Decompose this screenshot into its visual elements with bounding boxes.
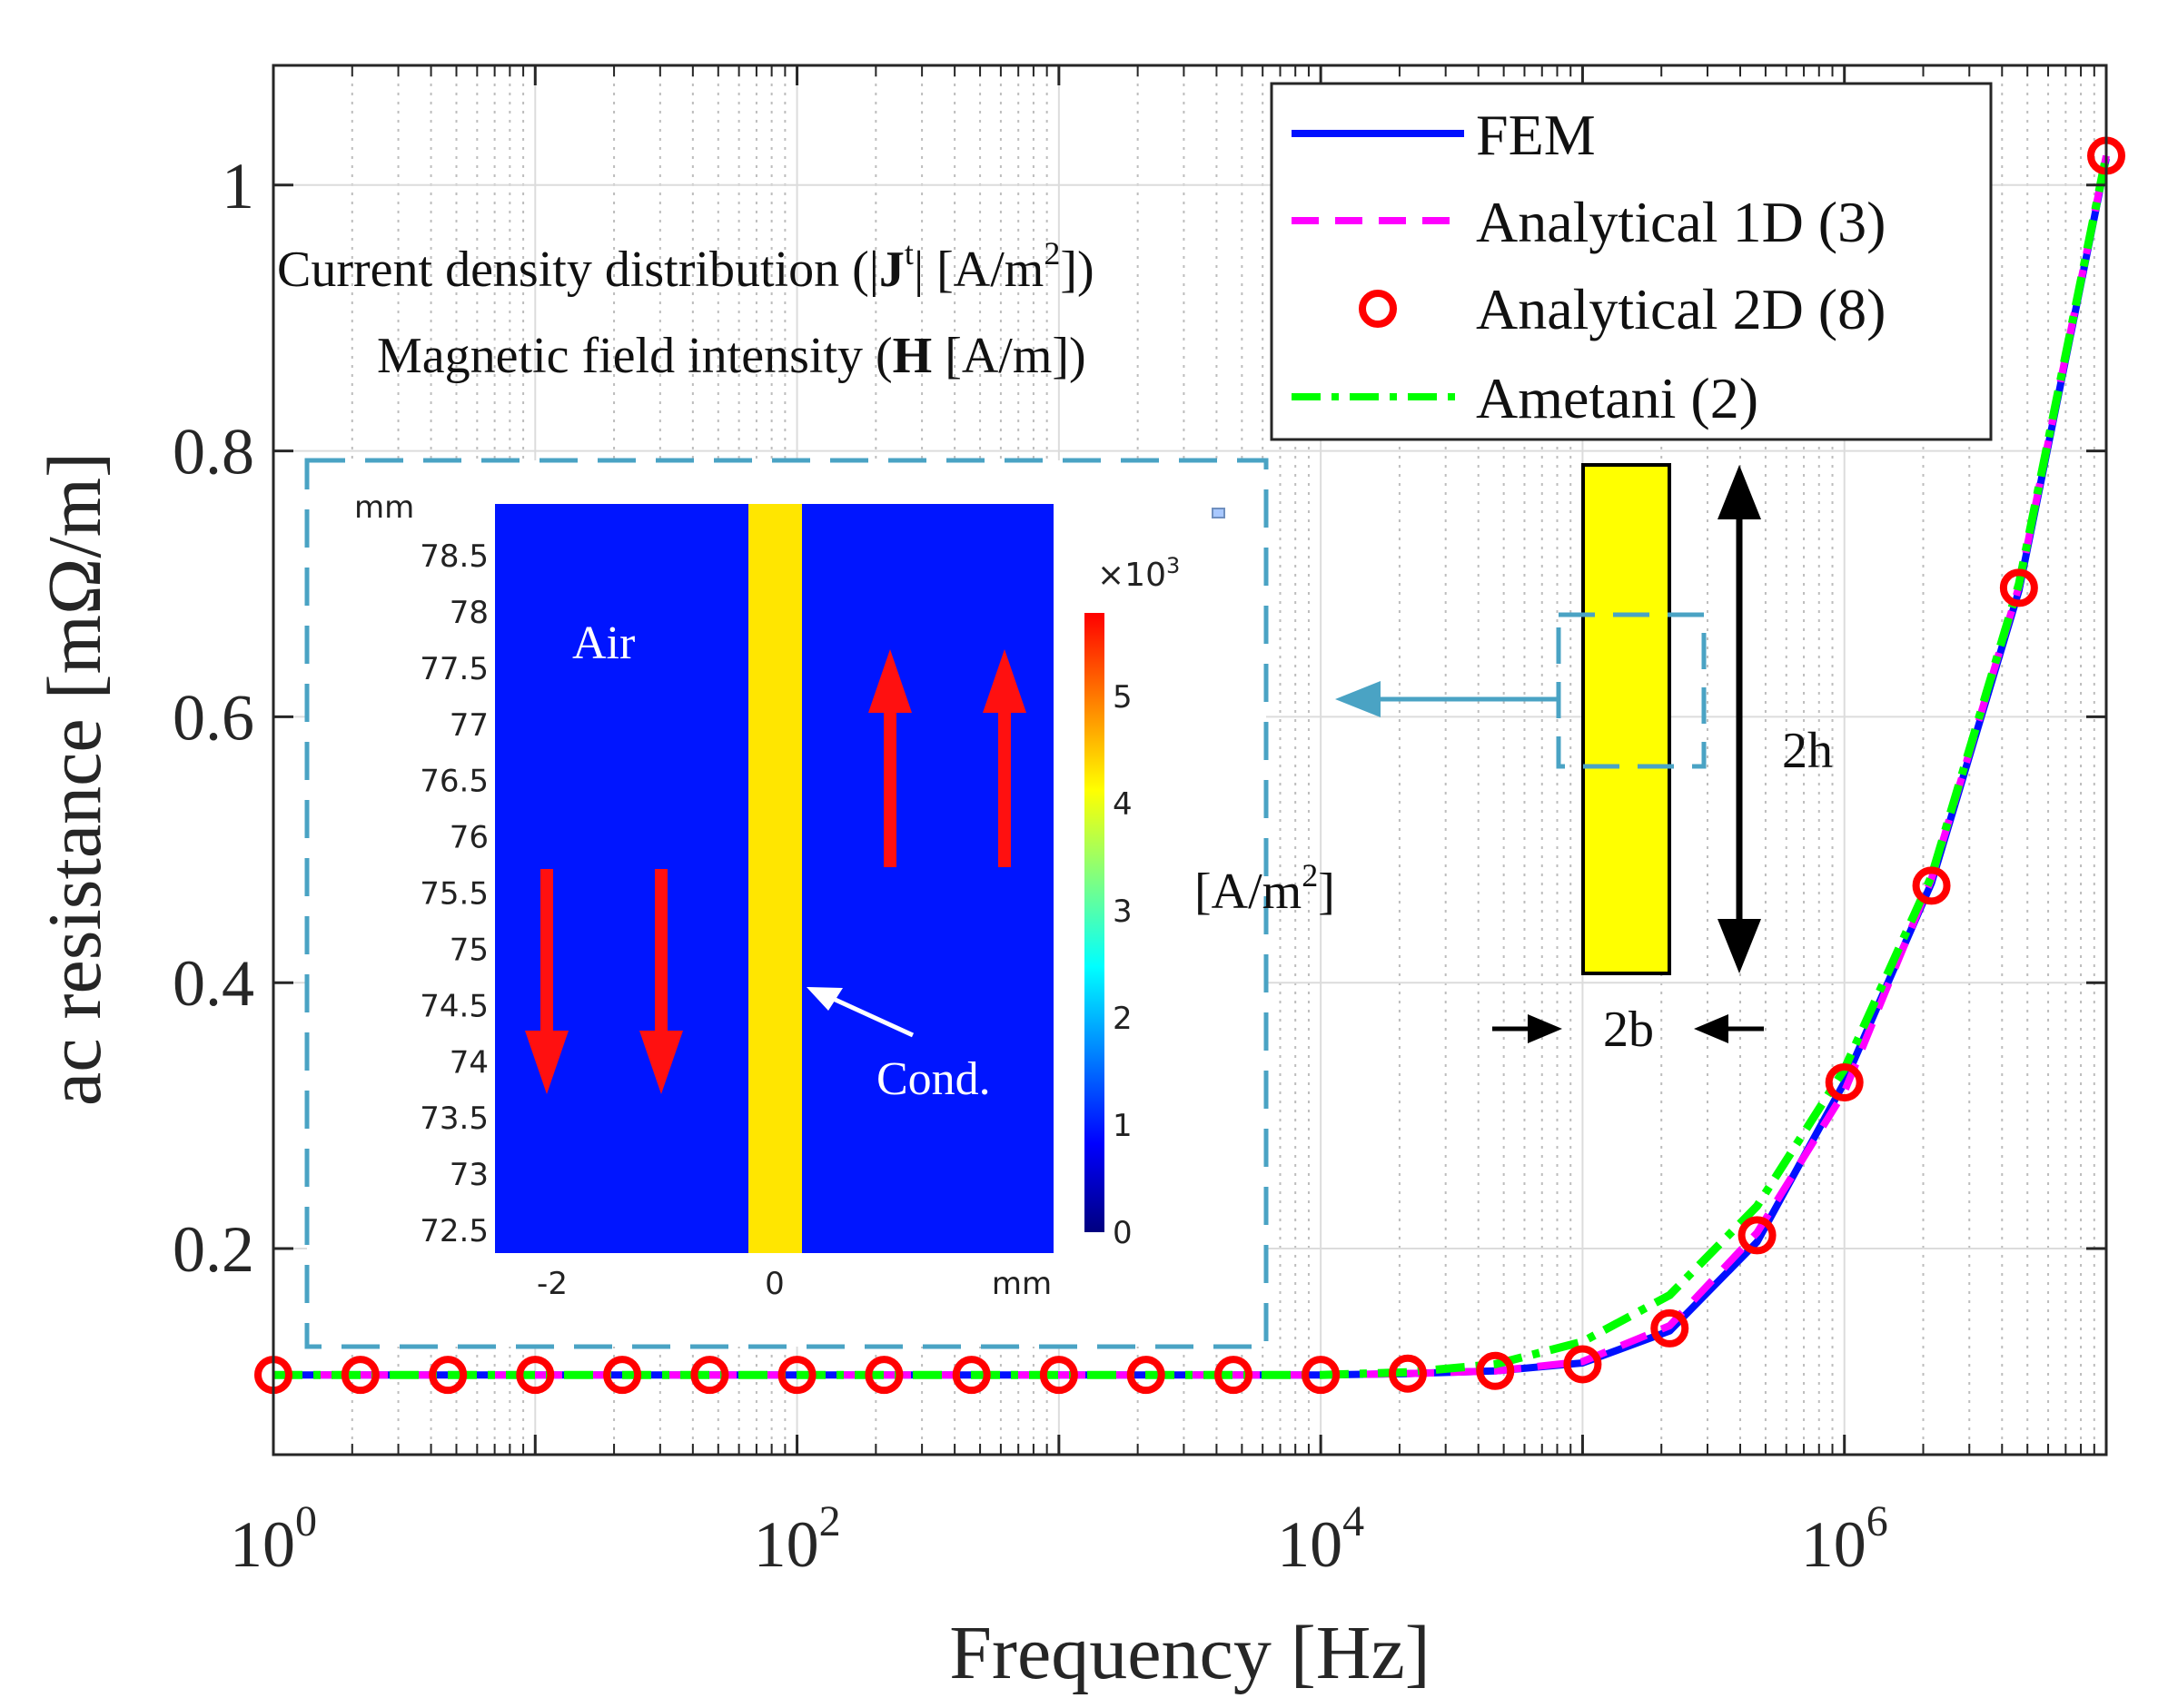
y-tick-label: 0.6 [173,681,254,754]
width-arrow-right-head [1694,1014,1728,1043]
schematic-conductor [1581,463,1671,975]
series-marker-analytical-2d [1737,1216,1777,1255]
series-marker-analytical-2d [1563,1345,1602,1384]
width-arrow-left-head [1528,1014,1562,1043]
inset-y-tick-label: 73 [450,1157,489,1193]
field-arrow-down-right-head [639,1031,683,1094]
legend: FEM Analytical 1D (3) Analytical 2D (8) … [1270,82,1993,441]
inset-y-tick-label: 77 [450,707,489,744]
x-tick-label: 100 [230,1497,317,1581]
units-label: [A/m2] [1194,857,1335,920]
legend-box [1270,82,1993,441]
legend-label-ametani: Ametani (2) [1476,366,1758,430]
plot-frame [272,64,2108,1456]
series-marker-analytical-2d [1825,1063,1864,1102]
legend-label-analytical-2d: Analytical 2D (8) [1476,277,1886,341]
x-tick-label: 104 [1277,1497,1364,1581]
colorbar-tick-label: 0 [1113,1215,1133,1251]
current-density-title: Current density distribution (|Jt| [A/m2… [277,235,1094,298]
inset-y-unit: mm [354,489,414,526]
inset-y-tick-label: 73.5 [420,1101,489,1137]
width-label: 2b [1603,1002,1654,1058]
series-marker-analytical-2d [603,1356,642,1395]
series-marker-analytical-2d [341,1356,380,1395]
y-tick-label: 0.4 [173,947,254,1020]
field-arrow-down-left-head [525,1031,569,1094]
inset-y-tick-label: 75 [450,932,489,968]
series-marker-analytical-2d [777,1356,817,1395]
height-label: 2h [1782,723,1833,779]
inset-y-tick-label: 77.5 [420,651,489,687]
colorbar-tick-label: 2 [1113,1001,1133,1037]
axis-ticks [272,65,2108,1455]
colorbar-tick-label: 3 [1113,893,1133,930]
inset-x-tick-0: 0 [765,1266,785,1302]
series-line-ametani-2 [273,154,2111,1379]
legend-label-fem: FEM [1476,103,1596,167]
series-marker-analytical-2d [1214,1356,1253,1395]
inset-x-tick-minus2: -2 [537,1266,568,1302]
inset-y-tick-label: 74.5 [420,988,489,1024]
conductor-schematic: 2h 2b [1335,463,1833,1058]
legend-swatch-analytical-2d [1359,290,1397,328]
inset-heatmap: mm 78.57877.57776.57675.57574.57473.5737… [354,489,1225,1302]
y-tick-label: 0.2 [173,1213,254,1286]
field-arrow-up-right-head [983,649,1026,713]
inset-y-tick-label: 75.5 [420,876,489,913]
colorbar [1084,613,1104,1232]
field-arrow-up-left-head [868,649,912,713]
inset-air-label: Air [572,617,635,669]
inset-y-tick-label: 78.5 [420,538,489,575]
x-tick-label: 102 [754,1497,841,1581]
legend-label-analytical-1d: Analytical 1D (3) [1476,190,1886,254]
x-tick-labels: 100 102 104 106 [230,1497,1888,1581]
inset-y-tick-label: 76.5 [420,764,489,800]
series-marker-analytical-2d [1126,1356,1165,1395]
x-axis-label: Frequency [Hz] [949,1611,1430,1695]
inset-y-tick-label: 74 [450,1044,489,1081]
y-axis-label: ac resistance [mΩ/m] [33,452,117,1106]
series-marker-analytical-2d [516,1356,555,1395]
series-marker-analytical-2d [1039,1356,1078,1395]
colorbar-tick-label: 1 [1113,1108,1133,1144]
series-marker-analytical-2d [865,1356,904,1395]
inset-toolbar-icon [1212,508,1225,518]
series-marker-analytical-2d [1999,568,2038,607]
series-marker-analytical-2d [429,1356,468,1395]
height-arrow-bottom [1718,919,1761,973]
series-marker-analytical-2d [1912,866,1951,905]
series-marker-analytical-2d [952,1356,991,1395]
y-tick-labels: 0.2 0.4 0.6 0.8 1 [173,150,254,1286]
inset-y-tick-label: 76 [450,820,489,856]
colorbar-ticks: 0 1 2 3 4 5 [1113,679,1133,1251]
y-tick-label: 0.8 [173,416,254,489]
colorbar-tick-label: 4 [1113,786,1133,823]
x-tick-label: 106 [1801,1497,1888,1581]
series-marker-analytical-2d [1388,1354,1427,1393]
inset-x-unit: mm [992,1266,1052,1302]
y-tick-label: 1 [222,150,254,222]
series-marker-analytical-2d [1650,1308,1689,1348]
series-marker-analytical-2d [1302,1356,1341,1395]
series-marker-analytical-2d [1476,1351,1515,1390]
zoom-pointer-head [1335,681,1381,717]
inset-conductor-strip [748,504,802,1253]
inset-y-tick-label: 72.5 [420,1213,489,1249]
series-layer [254,136,2125,1395]
inset-y-ticks: 78.5 78 77.5 77 76.5 76 75.5 75 74.5 74 73.5 73 72.5 [420,538,489,1249]
inset-y-tick-label: 78 [450,595,489,631]
conductor-pointer-head [807,987,843,1011]
series-marker-analytical-2d [690,1356,729,1395]
inset-conductor-label: Cond. [876,1053,991,1105]
colorbar-tick-label: 5 [1113,679,1133,716]
magnetic-field-title: Magnetic field intensity (H [A/m]) [377,328,1086,384]
schematic-zoom-box [1556,612,1707,769]
height-arrow-top [1718,465,1761,519]
colorbar-multiplier: ×103 [1097,553,1180,594]
